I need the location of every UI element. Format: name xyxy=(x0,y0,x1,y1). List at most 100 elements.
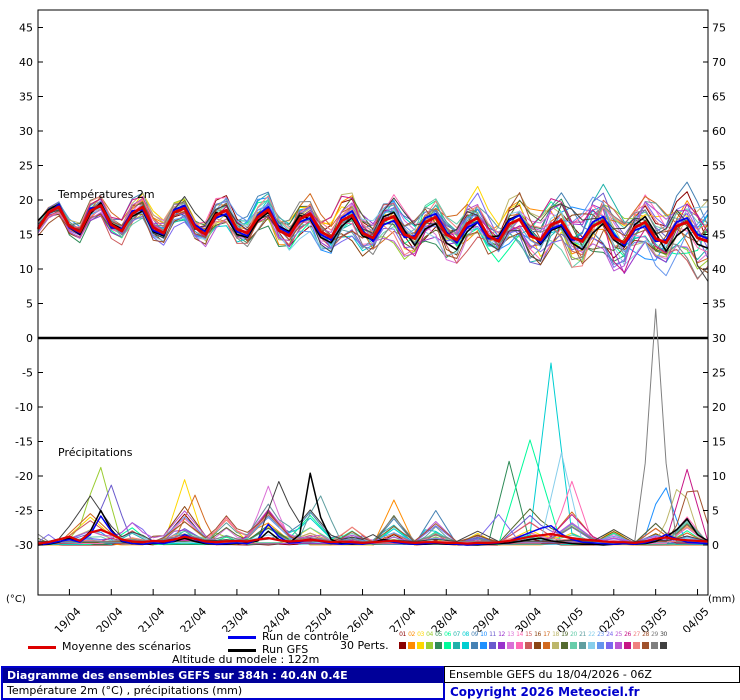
control-line-swatch xyxy=(228,636,256,639)
date-tick-label: 29/04 xyxy=(471,605,503,632)
pert-item: 08 xyxy=(461,631,470,649)
right-axis-tick-label: 55 xyxy=(712,160,726,173)
pert-number: 09 xyxy=(471,631,478,638)
right-axis-tick-label: 20 xyxy=(712,401,726,414)
pert-item: 15 xyxy=(524,631,533,649)
pert-item: 30 xyxy=(659,631,668,649)
pert-item: 22 xyxy=(587,631,596,649)
temp-member-line xyxy=(37,192,709,268)
right-axis-tick-label: 10 xyxy=(712,470,726,483)
mean-temp-line xyxy=(36,204,709,245)
pert-swatch xyxy=(516,642,523,649)
left-axis-tick-label: 0 xyxy=(26,332,33,345)
pert-number: 14 xyxy=(516,631,523,638)
date-tick-label: 26/04 xyxy=(345,605,377,632)
precip-member-line xyxy=(37,308,708,542)
right-axis-unit-label: (mm) xyxy=(708,594,736,605)
pert-swatch xyxy=(480,642,487,649)
pert-swatch xyxy=(651,642,658,649)
footer-title-box: Diagramme des ensembles GEFS sur 384h : … xyxy=(1,666,445,700)
pert-item: 04 xyxy=(425,631,434,649)
pert-swatch xyxy=(525,642,532,649)
date-tick-label: 01/05 xyxy=(554,605,586,632)
temp-member-line xyxy=(37,193,709,264)
pert-swatch xyxy=(444,642,451,649)
pert-number: 21 xyxy=(579,631,586,638)
pert-number: 30 xyxy=(660,631,667,638)
pert-number: 07 xyxy=(453,631,460,638)
pert-item: 10 xyxy=(479,631,488,649)
pert-swatch xyxy=(615,642,622,649)
left-axis-tick-label: 25 xyxy=(19,160,33,173)
pert-swatch xyxy=(624,642,631,649)
pert-number: 17 xyxy=(543,631,550,638)
precip-member-line xyxy=(37,362,708,545)
left-axis-tick-label: -10 xyxy=(15,401,33,414)
mean-precip-line xyxy=(37,528,709,545)
pert-item: 27 xyxy=(632,631,641,649)
gfs-line-swatch xyxy=(228,649,256,652)
pert-number: 01 xyxy=(399,631,406,638)
pert-number: 03 xyxy=(417,631,424,638)
pert-number: 28 xyxy=(642,631,649,638)
pert-item: 09 xyxy=(470,631,479,649)
pert-item: 19 xyxy=(560,631,569,649)
right-axis-tick-label: 40 xyxy=(712,263,726,276)
pert-swatch xyxy=(426,642,433,649)
control-legend-label: Run de contrôle xyxy=(262,630,349,643)
pert-swatch xyxy=(642,642,649,649)
pert-item: 01 xyxy=(398,631,407,649)
pert-swatch xyxy=(453,642,460,649)
gfs-legend-label: Run GFS xyxy=(262,643,309,656)
left-axis-tick-label: 5 xyxy=(26,298,33,311)
left-axis-unit-label: (°C) xyxy=(6,594,26,605)
chart-subtitle: Température 2m (°C) , précipitations (mm… xyxy=(7,684,243,697)
pert-number: 25 xyxy=(615,631,622,638)
pert-number: 22 xyxy=(588,631,595,638)
pert-number: 04 xyxy=(426,631,433,638)
pert-item: 07 xyxy=(452,631,461,649)
pert-swatch xyxy=(543,642,550,649)
pert-item: 28 xyxy=(641,631,650,649)
date-tick-label: 27/04 xyxy=(387,605,419,632)
pert-swatch xyxy=(561,642,568,649)
pert-number: 10 xyxy=(480,631,487,638)
left-axis-tick-label: -25 xyxy=(15,505,33,518)
pert-number: 19 xyxy=(561,631,568,638)
pert-item: 26 xyxy=(623,631,632,649)
pert-number: 23 xyxy=(597,631,604,638)
pert-swatch xyxy=(588,642,595,649)
pert-number: 29 xyxy=(651,631,658,638)
plot-border xyxy=(37,9,709,596)
pert-swatch xyxy=(570,642,577,649)
precip-member-line xyxy=(38,468,709,543)
pert-number: 24 xyxy=(606,631,613,638)
pert-number: 13 xyxy=(507,631,514,638)
left-axis-tick-label: 45 xyxy=(19,22,33,35)
left-axis-tick-label: -5 xyxy=(22,367,33,380)
pert-number: 05 xyxy=(435,631,442,638)
pert-number: 15 xyxy=(525,631,532,638)
temp-member-line xyxy=(37,192,709,265)
pert-item: 02 xyxy=(407,631,416,649)
left-axis-tick-label: -20 xyxy=(15,470,33,483)
pert-item: 11 xyxy=(488,631,497,649)
date-tick-label: 21/04 xyxy=(136,605,168,632)
pert-number: 12 xyxy=(498,631,505,638)
pert-swatch xyxy=(435,642,442,649)
pert-swatch xyxy=(417,642,424,649)
left-axis-tick-label: 15 xyxy=(19,229,33,242)
pert-swatch xyxy=(552,642,559,649)
date-tick-label: 22/04 xyxy=(178,605,210,632)
pert-swatch xyxy=(507,642,514,649)
pert-swatch xyxy=(633,642,640,649)
pert-number: 02 xyxy=(408,631,415,638)
right-axis-tick-label: 30 xyxy=(712,332,726,345)
pert-number: 16 xyxy=(534,631,541,638)
precipitation-panel-label: Précipitations xyxy=(58,446,133,459)
right-axis-tick-label: 60 xyxy=(712,125,726,138)
pert-swatch xyxy=(579,642,586,649)
pert-item: 21 xyxy=(578,631,587,649)
date-tick-label: 23/04 xyxy=(219,605,251,632)
